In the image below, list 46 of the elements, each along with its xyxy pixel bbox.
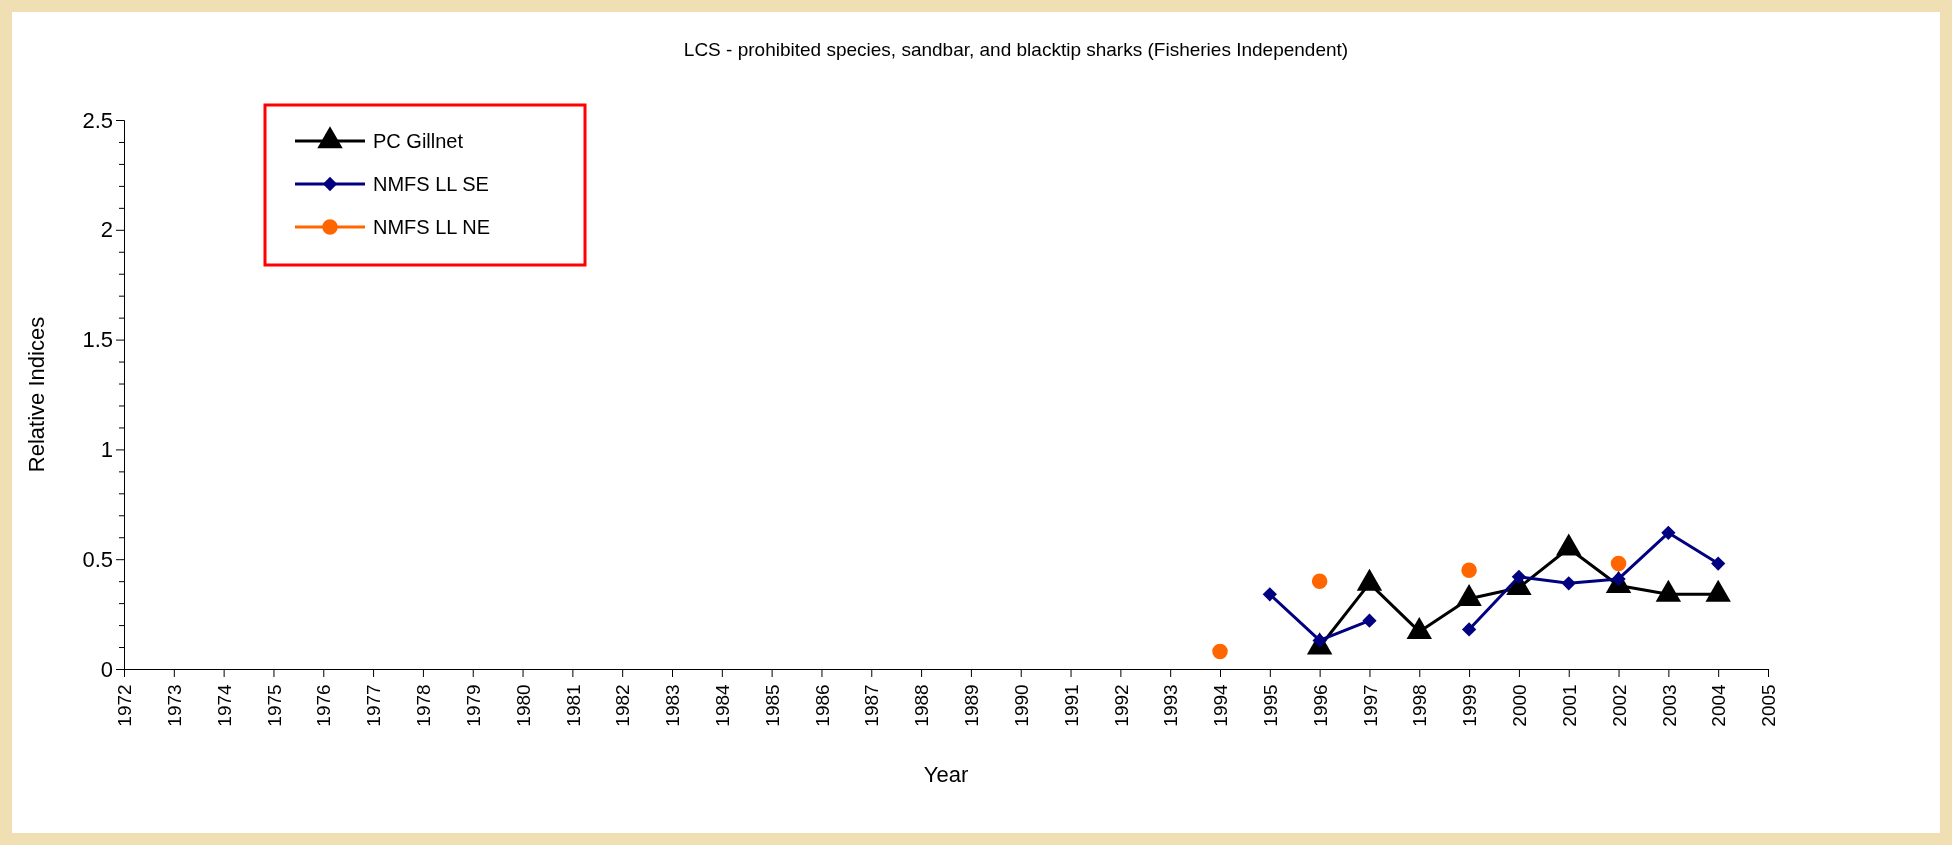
x-tick-label: 1987 [861, 684, 883, 727]
x-tick-label: 1998 [1409, 684, 1431, 727]
x-tick-label: 1972 [114, 684, 136, 727]
x-tick-label: 1977 [363, 684, 385, 727]
x-tick-label: 1990 [1010, 684, 1032, 727]
x-tick-label: 1982 [612, 684, 634, 727]
x-tick-label: 1993 [1160, 684, 1182, 727]
chart-title: LCS - prohibited species, sandbar, and blacktip sharks (Fisheries Independent) [683, 39, 1349, 60]
y-tick-label: 2.5 [82, 107, 113, 133]
x-tick-label: 1984 [711, 683, 733, 727]
x-tick-label: 2002 [1608, 684, 1630, 727]
x-axis-title: Year [923, 762, 969, 787]
x-tick-label: 1999 [1459, 684, 1481, 727]
x-tick-label: 1997 [1359, 684, 1381, 727]
x-tick-label: 1974 [213, 683, 235, 727]
y-axis-title: Relative Indices [24, 316, 49, 473]
x-tick-label: 1978 [413, 684, 435, 727]
x-tick-label: 1981 [562, 684, 584, 727]
x-tick-label: 1994 [1210, 683, 1232, 727]
y-tick-label: 0 [100, 656, 113, 682]
x-tick-label: 2003 [1658, 684, 1680, 727]
x-tick-label: 1975 [263, 684, 285, 727]
x-tick-label: 1985 [761, 684, 783, 727]
y-tick-label: 1.5 [82, 327, 113, 353]
x-tick-label: 1979 [462, 684, 484, 727]
y-tick-label: 0.5 [82, 546, 113, 572]
x-tick-label: 1996 [1309, 684, 1331, 727]
x-tick-label: 2004 [1708, 683, 1730, 727]
x-tick-label: 2005 [1758, 684, 1780, 727]
x-tick-label: 1989 [961, 684, 983, 727]
y-tick-label: 1 [100, 436, 113, 462]
x-tick-label: 1986 [811, 684, 833, 727]
y-tick-label: 2 [100, 217, 113, 243]
x-tick-label: 1995 [1259, 684, 1281, 727]
x-tick-label: 1988 [911, 684, 933, 727]
x-tick-label: 1973 [163, 684, 185, 727]
x-tick-label: 1976 [313, 684, 335, 727]
x-tick-label: 1983 [662, 684, 684, 727]
x-tick-label: 1991 [1060, 684, 1082, 727]
x-tick-label: 2000 [1509, 684, 1531, 727]
x-tick-label: 1980 [512, 684, 534, 727]
x-tick-label: 1992 [1110, 684, 1132, 727]
x-tick-label: 2001 [1558, 684, 1580, 727]
legend-label: NMFS LL NE [373, 216, 491, 238]
legend-label: PC Gillnet [373, 130, 464, 152]
legend-label: NMFS LL SE [373, 173, 489, 195]
